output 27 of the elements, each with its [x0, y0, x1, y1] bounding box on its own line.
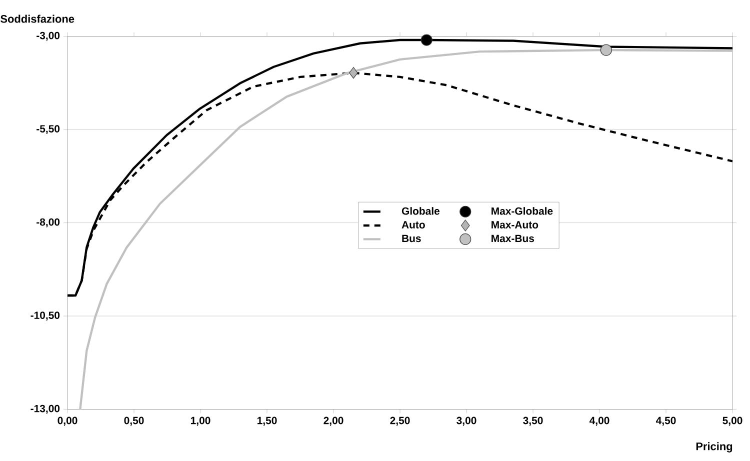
x-tick-label: 1,00	[190, 416, 210, 426]
y-tick-label: -3,00	[36, 32, 60, 41]
legend-label: Max-Globale	[492, 207, 553, 215]
x-tick-label: 2,50	[390, 416, 410, 426]
x-tick-label: 3,00	[456, 416, 476, 426]
y-tick-label: -13,00	[30, 404, 60, 414]
legend-label: Max-Auto	[492, 221, 538, 228]
y-tick-label: -8,00	[36, 218, 60, 228]
x-axis-title: Pricing	[696, 442, 732, 452]
x-tick-label: 2,00	[324, 416, 344, 426]
legend-label: Globale	[402, 207, 440, 215]
x-tick-label: 0,00	[58, 416, 78, 426]
x-tick-label: 3,50	[523, 416, 543, 426]
point	[420, 34, 432, 46]
y-tick-label: -10,50	[30, 312, 60, 320]
x-tick-label: 5,00	[722, 416, 742, 426]
point	[600, 44, 612, 56]
x-tick-label: 1,50	[257, 416, 277, 426]
point	[349, 67, 358, 79]
legend-label: Bus	[402, 234, 421, 242]
y-axis-title: Soddisfazione	[0, 14, 74, 23]
legend-label: Max-Bus	[492, 234, 534, 242]
x-tick-label: 4,50	[656, 416, 676, 426]
legend-label: Auto	[402, 221, 425, 228]
x-tick-label: 0,50	[124, 416, 144, 426]
y-tick-label: -5,50	[36, 125, 60, 134]
x-tick-label: 4,00	[589, 416, 610, 426]
